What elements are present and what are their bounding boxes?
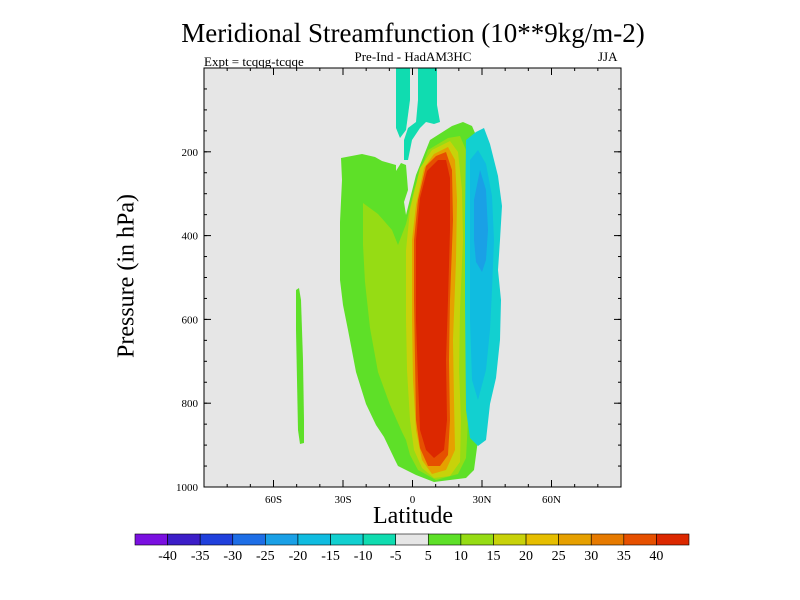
colorbar-swatch-7 xyxy=(362,533,397,546)
colorbar-swatch-13 xyxy=(558,533,592,546)
colorbar-swatch-0 xyxy=(134,533,168,546)
colorbar-swatch-1 xyxy=(167,533,201,546)
colorbar-swatch-8 xyxy=(395,533,429,546)
colorbar-label-4: -20 xyxy=(289,549,308,564)
chart-title: Meridional Streamfunction (10**9kg/m-2) xyxy=(181,18,645,48)
axis-tick-labels: 60S 30S 0 30N 60N 200 400 600 800 1000 xyxy=(176,147,561,506)
x-tick-label-1: 30S xyxy=(334,494,351,506)
colorbar-label-1: -35 xyxy=(191,549,210,564)
colorbar-swatch-12 xyxy=(525,533,559,546)
x-tick-label-3: 30N xyxy=(473,494,492,506)
chart-subtitle: Pre-Ind - HadAM3HC xyxy=(354,49,472,64)
colorbar-label-15: 40 xyxy=(649,549,663,564)
colorbar-swatch-9 xyxy=(427,533,462,546)
colorbar-label-12: 25 xyxy=(552,549,566,564)
colorbar-swatch-2 xyxy=(199,533,234,546)
contour-strat-neg-left xyxy=(396,68,410,138)
colorbar-label-13: 30 xyxy=(584,549,598,564)
y-tick-label-4: 1000 xyxy=(176,482,199,494)
x-tick-label-4: 60N xyxy=(542,494,561,506)
colorbar-label-2: -30 xyxy=(223,549,242,564)
colorbar-label-0: -40 xyxy=(158,549,177,564)
contour-fields xyxy=(296,68,502,482)
y-tick-label-0: 200 xyxy=(182,147,199,159)
colorbar-swatch-5 xyxy=(297,533,331,546)
colorbar-label-8: 5 xyxy=(425,549,432,564)
colorbar-label-10: 15 xyxy=(486,549,500,564)
colorbar-label-6: -10 xyxy=(354,549,373,564)
experiment-label: Expt = tcqqg-tcqqe xyxy=(204,54,304,69)
season-label: JJA xyxy=(598,49,618,64)
x-tick-label-2: 0 xyxy=(410,494,416,506)
contour-level-40 xyxy=(416,160,450,458)
contour-sh-weak xyxy=(296,288,304,444)
colorbar-label-11: 20 xyxy=(519,549,533,564)
colorbar-swatch-15 xyxy=(623,533,657,546)
colorbar-swatch-6 xyxy=(330,533,364,546)
colorbar-swatch-14 xyxy=(590,533,625,546)
contour-level-neg-15 xyxy=(474,170,488,272)
colorbar-label-7: -5 xyxy=(390,549,402,564)
colorbar-label-3: -25 xyxy=(256,549,275,564)
colorbar-swatch-4 xyxy=(265,533,299,546)
x-tick-label-0: 60S xyxy=(265,494,282,506)
contour-strat-neg xyxy=(404,68,440,160)
colorbar-label-14: 35 xyxy=(617,549,631,564)
y-tick-label-1: 400 xyxy=(182,231,199,243)
colorbar-swatch-11 xyxy=(493,533,527,546)
axis-ticks xyxy=(203,67,622,488)
y-tick-label-3: 800 xyxy=(182,398,199,410)
colorbar-swatch-10 xyxy=(460,533,494,546)
y-tick-label-2: 600 xyxy=(182,314,199,326)
colorbar-label-9: 10 xyxy=(454,549,468,564)
x-axis-label: Latitude xyxy=(373,503,453,529)
colorbar: -40 -35 -30 -25 -20 -15 -10 -5 5 10 15 20 25 30 35 40 xyxy=(134,533,690,564)
colorbar-swatch-3 xyxy=(232,533,266,546)
colorbar-label-5: -15 xyxy=(321,549,340,564)
colorbar-swatch-16 xyxy=(656,533,690,546)
